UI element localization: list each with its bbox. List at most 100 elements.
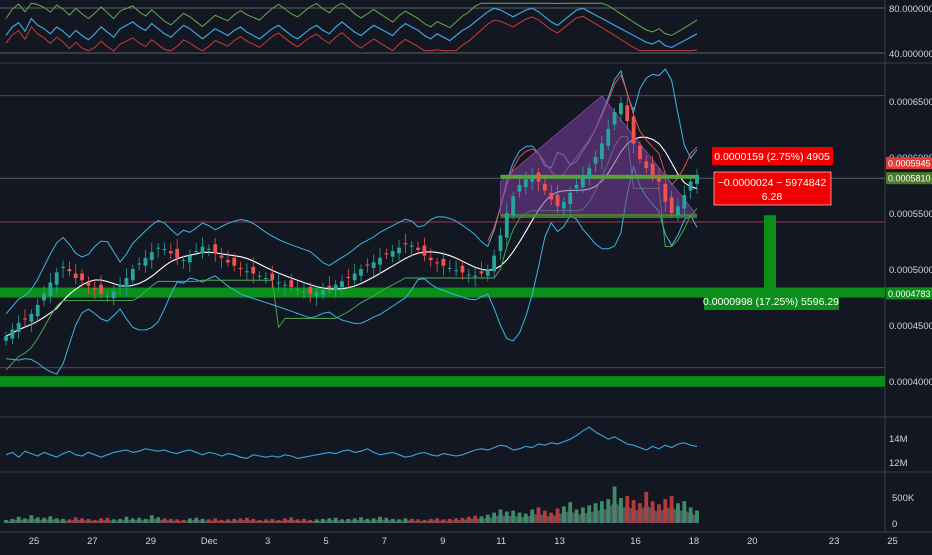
volume-bar: [276, 519, 281, 523]
panel-separators: [0, 0, 932, 533]
candle-body: [149, 252, 154, 261]
volume-bar: [225, 519, 230, 523]
candle-body: [676, 206, 680, 216]
volume-bar: [149, 515, 154, 523]
candle-body: [340, 281, 344, 287]
volume-bar: [428, 518, 433, 523]
candle-body: [187, 255, 192, 263]
volume-bar: [371, 518, 376, 523]
candle-body: [327, 285, 332, 289]
candle-body: [460, 265, 465, 273]
volume-bar: [523, 513, 528, 523]
volume-bar: [619, 498, 623, 523]
volume-bar: [536, 507, 541, 523]
candle-body: [29, 313, 34, 322]
volume-bar: [321, 518, 325, 523]
candle-body: [657, 177, 661, 182]
candle-body: [511, 196, 516, 216]
price-axis-tick: 0.0004000: [889, 377, 932, 388]
x-axis-tick: 7: [382, 536, 387, 547]
candle-body: [555, 195, 560, 207]
volume-bar: [130, 518, 135, 523]
candle-body: [397, 247, 401, 254]
volume-bar: [251, 518, 256, 523]
candle-body: [175, 248, 180, 258]
candle-body: [4, 336, 8, 341]
volume-bar: [137, 517, 142, 523]
candle-body: [346, 276, 351, 279]
support-zones: [0, 95, 885, 387]
volume-bar: [194, 517, 199, 523]
candle-body: [80, 273, 84, 281]
candle-body: [504, 212, 509, 238]
volume-bar: [416, 519, 420, 523]
candle-body: [86, 282, 91, 286]
x-axis-tick: 23: [829, 536, 840, 547]
price-tag-box: [886, 287, 932, 300]
volume-bar: [650, 501, 655, 523]
price-axis-tick: 0.0005500: [889, 209, 932, 220]
candle-body: [492, 255, 497, 272]
candle-body: [156, 247, 161, 249]
candle-body: [352, 273, 357, 281]
candle-body: [67, 269, 72, 272]
volume-bar: [454, 518, 459, 523]
candle-body: [54, 272, 59, 285]
candle-body: [695, 174, 699, 184]
volume-bar: [631, 500, 636, 523]
candle-body: [219, 255, 224, 258]
volume-bar: [561, 506, 566, 523]
volume-bar: [574, 509, 579, 523]
candle-body: [232, 257, 237, 266]
candle-body: [143, 257, 148, 266]
volume-bar: [346, 518, 351, 523]
volume-bar: [162, 518, 167, 523]
bollinger-lower: [5, 164, 698, 375]
volume-bar: [359, 517, 363, 523]
candle-body: [523, 179, 528, 188]
candle-body: [454, 270, 459, 272]
volume-bar: [555, 508, 560, 523]
candle-body: [168, 251, 173, 254]
volume-bar: [314, 519, 319, 523]
candle-body: [194, 251, 199, 253]
volume-bar: [168, 518, 173, 523]
candle-body: [403, 243, 408, 245]
volume-bar: [365, 518, 370, 523]
volume-bar: [384, 517, 389, 523]
volume-bar: [86, 518, 91, 523]
volume-bar: [54, 518, 59, 523]
candle-body: [606, 128, 611, 146]
price-tag-box: [886, 157, 932, 170]
candle-body: [435, 262, 439, 264]
candle-body: [99, 284, 103, 294]
candle-body: [264, 278, 268, 280]
volume-bar: [352, 518, 357, 523]
range-label[interactable]: −0.0000024 ~ 5974842 6.28: [713, 171, 832, 206]
volume-bar: [530, 509, 535, 523]
volume-bar: [283, 518, 287, 523]
price-tag-label: 0.0005810: [888, 174, 931, 184]
volume-bar: [23, 518, 27, 523]
lower-measure-label[interactable]: 0.0000998 (17.25%) 5596.29: [703, 292, 839, 310]
measurement-tools: [764, 215, 776, 289]
x-axis-tick: 25: [29, 536, 40, 547]
volume-bar: [682, 501, 687, 523]
price-axis-tick: 0.0006500: [889, 97, 932, 108]
volume-bar: [73, 517, 78, 523]
volume-bar: [625, 495, 630, 523]
x-axis-tick: 16: [630, 536, 641, 547]
candle-body: [390, 251, 395, 257]
candle-body: [105, 295, 110, 297]
upper-measure-label[interactable]: 0.0000159 (2.75%) 4905: [712, 147, 833, 165]
volume-bar: [403, 518, 408, 523]
volume-bar: [340, 519, 344, 523]
volume-bar: [390, 518, 395, 523]
volume-bar: [657, 504, 661, 523]
volume-bar: [105, 517, 110, 523]
candle-body: [600, 143, 604, 160]
